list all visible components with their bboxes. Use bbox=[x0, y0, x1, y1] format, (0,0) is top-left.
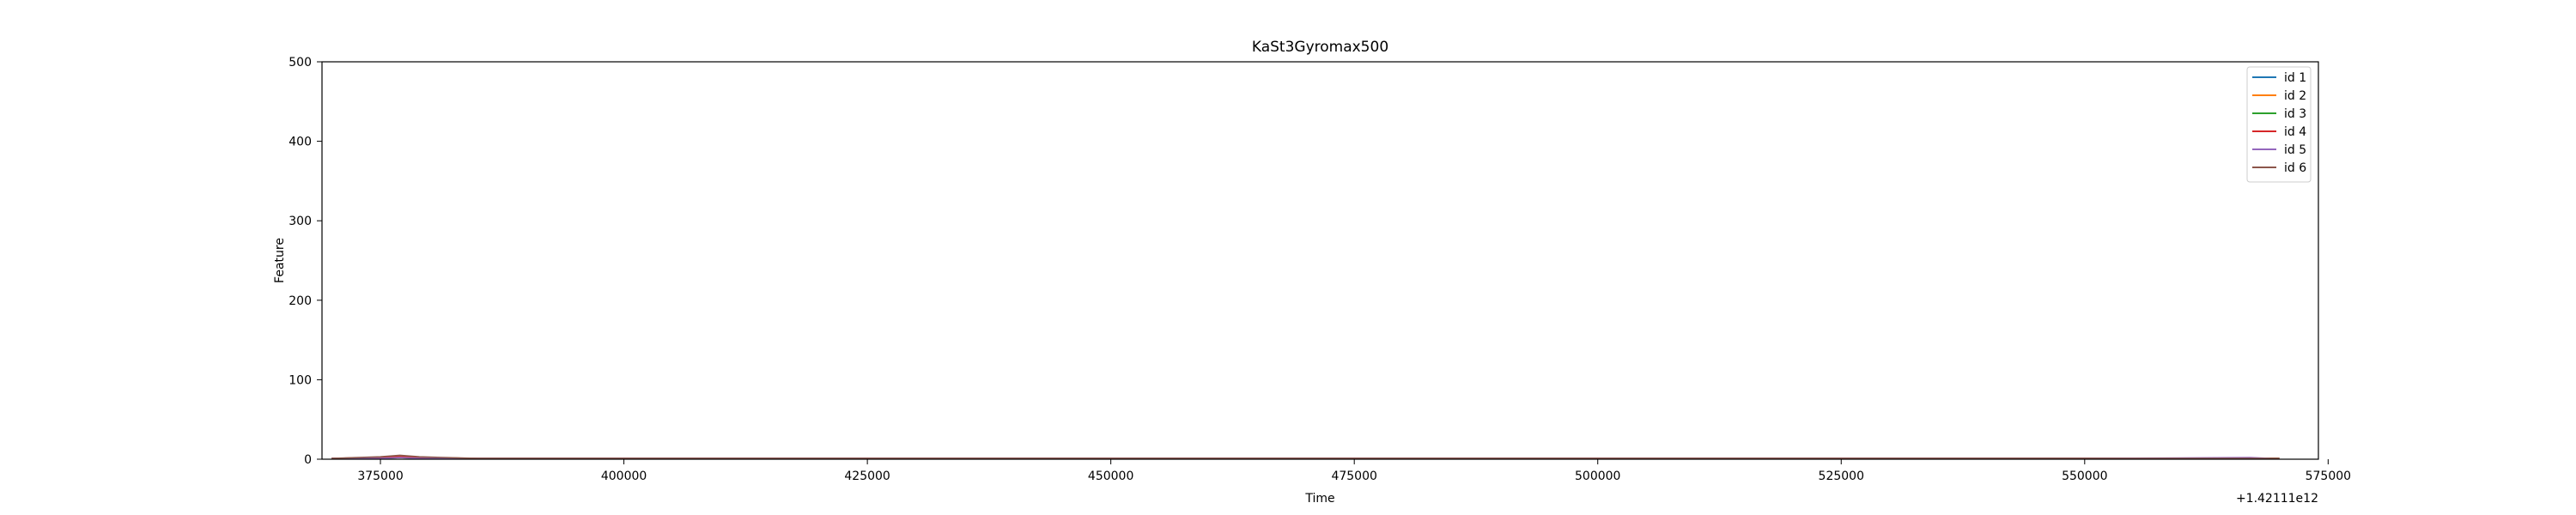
x-tick-label: 375000 bbox=[357, 470, 403, 483]
x-tick-label: 450000 bbox=[1088, 470, 1133, 483]
series-layer bbox=[331, 454, 2280, 459]
x-axis-offset-label: +1.42111e12 bbox=[2236, 492, 2318, 506]
x-tick-label: 525000 bbox=[1819, 470, 1864, 483]
x-axis: 375000 400000 425000 450000 475000 500000 5250… bbox=[357, 459, 2351, 483]
y-axis-title: Feature bbox=[273, 238, 287, 283]
y-tick-label: 0 bbox=[304, 453, 312, 467]
legend-label: id 1 bbox=[2284, 71, 2306, 85]
legend: id 1 id 2 id 3 id 4 id 5 id 6 bbox=[2246, 66, 2312, 183]
y-tick-label: 200 bbox=[289, 294, 312, 308]
legend-label: id 5 bbox=[2284, 143, 2306, 157]
y-tick-label: 300 bbox=[289, 215, 312, 228]
x-tick-label: 575000 bbox=[2306, 470, 2351, 483]
y-tick-label: 400 bbox=[289, 136, 312, 149]
legend-label: id 6 bbox=[2284, 161, 2306, 175]
x-tick-label: 475000 bbox=[1331, 470, 1376, 483]
chart-title: KaSt3Gyromax500 bbox=[1252, 39, 1388, 56]
x-tick-label: 400000 bbox=[601, 470, 647, 483]
x-tick-label: 425000 bbox=[844, 470, 890, 483]
x-tick-label: 500000 bbox=[1575, 470, 1620, 483]
legend-label: id 4 bbox=[2284, 125, 2306, 139]
legend-label: id 2 bbox=[2284, 89, 2306, 103]
legend-label: id 3 bbox=[2284, 107, 2306, 121]
series-line-id-6 bbox=[331, 454, 2280, 459]
plot-area-frame bbox=[321, 61, 2319, 460]
y-tick-label: 500 bbox=[289, 56, 312, 70]
x-axis-title: Time bbox=[1304, 492, 1334, 506]
y-tick-label: 100 bbox=[289, 373, 312, 387]
x-tick-label: 550000 bbox=[2062, 470, 2107, 483]
y-axis: 0 100 200 300 400 500 bbox=[289, 56, 322, 467]
